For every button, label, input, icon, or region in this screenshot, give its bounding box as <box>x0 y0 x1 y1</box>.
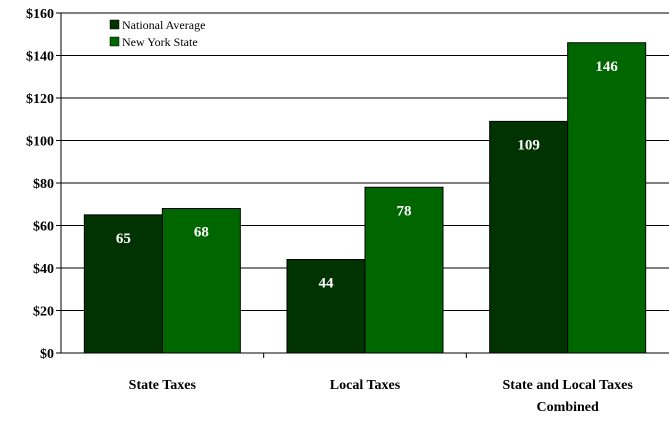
y-tick-label: $0 <box>40 347 54 362</box>
bar <box>286 259 366 354</box>
x-category-label: Local Taxes <box>330 378 401 393</box>
y-tick-label: $140 <box>26 50 54 65</box>
y-tick-label: $60 <box>33 220 54 235</box>
data-label: 78 <box>397 203 412 219</box>
y-tick-labels: $0 $20 $40 $60 $80 $100 $120 $140 $160 <box>26 7 54 362</box>
bar <box>161 208 241 354</box>
legend-swatch-new-york-state <box>109 36 120 47</box>
data-label: 68 <box>194 225 209 241</box>
bar <box>364 186 444 354</box>
data-label: 65 <box>116 231 131 247</box>
y-tick-label: $40 <box>33 262 54 277</box>
legend-label-new-york-state: New York State <box>122 35 198 49</box>
x-category-label: State and Local Taxes Combined <box>503 378 634 415</box>
y-tick-label: $80 <box>33 177 54 192</box>
x-category-label: State Taxes <box>129 378 197 393</box>
y-tick-label: $20 <box>33 305 54 320</box>
data-label: 44 <box>319 276 335 292</box>
data-label: 109 <box>517 137 540 153</box>
axes <box>56 12 669 358</box>
data-label: 146 <box>595 59 618 75</box>
legend: National Average New York State <box>109 18 205 49</box>
bar <box>489 120 569 354</box>
bar <box>83 214 163 354</box>
data-labels: 65 68 44 78 109 146 <box>116 59 619 292</box>
bar <box>567 42 647 354</box>
y-tick-label: $100 <box>26 135 54 150</box>
y-tick-label: $160 <box>26 7 54 22</box>
legend-label-national-average: National Average <box>122 18 205 32</box>
y-tick-label: $120 <box>26 92 54 107</box>
x-category-labels: State Taxes Local Taxes State and Local Ta… <box>129 378 634 415</box>
bars <box>83 42 647 354</box>
legend-swatch-national-average <box>109 19 120 30</box>
